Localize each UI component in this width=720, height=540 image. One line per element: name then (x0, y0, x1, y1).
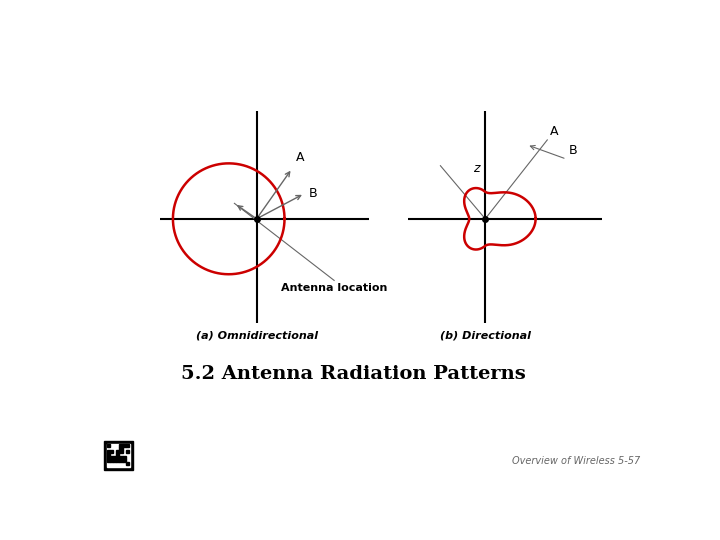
Polygon shape (120, 450, 122, 453)
Polygon shape (110, 450, 113, 453)
Text: B: B (308, 187, 317, 200)
Polygon shape (104, 441, 133, 470)
Text: Overview of Wireless 5-57: Overview of Wireless 5-57 (512, 456, 640, 466)
Polygon shape (117, 459, 120, 462)
Polygon shape (113, 456, 117, 459)
Polygon shape (107, 444, 130, 467)
Polygon shape (107, 453, 110, 456)
Polygon shape (110, 456, 113, 459)
Text: A: A (550, 125, 559, 138)
Polygon shape (107, 456, 110, 459)
Polygon shape (107, 450, 110, 453)
Polygon shape (113, 459, 117, 462)
Polygon shape (120, 456, 122, 459)
Text: 5.2 Antenna Radiation Patterns: 5.2 Antenna Radiation Patterns (181, 365, 526, 383)
Text: (b) Directional: (b) Directional (440, 330, 531, 340)
Text: A: A (296, 152, 305, 165)
Text: z: z (473, 162, 480, 176)
Polygon shape (117, 450, 120, 453)
Polygon shape (126, 462, 129, 465)
Polygon shape (126, 450, 129, 453)
Polygon shape (107, 459, 110, 462)
Polygon shape (107, 444, 110, 447)
Polygon shape (117, 456, 120, 459)
Polygon shape (120, 444, 122, 447)
Text: Antenna location: Antenna location (281, 284, 387, 293)
Polygon shape (120, 447, 122, 450)
Polygon shape (126, 444, 129, 447)
Polygon shape (122, 456, 126, 459)
Polygon shape (122, 444, 126, 447)
Text: (a) Omnidirectional: (a) Omnidirectional (196, 330, 318, 340)
Polygon shape (110, 459, 113, 462)
Text: B: B (569, 144, 577, 157)
Polygon shape (120, 459, 122, 462)
Polygon shape (122, 459, 126, 462)
Polygon shape (117, 453, 120, 456)
